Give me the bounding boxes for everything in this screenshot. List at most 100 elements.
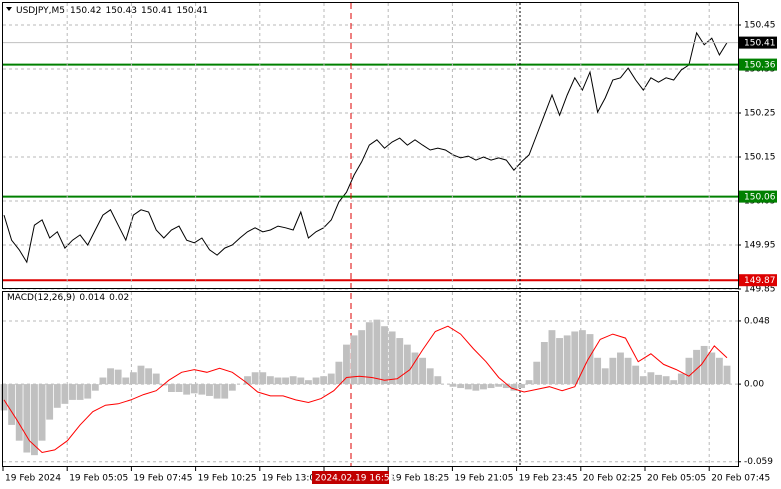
histogram-bar [251,372,259,385]
y-tick-label: 0.00 [744,380,764,390]
histogram-bar [266,376,274,385]
level-box [739,190,777,203]
histogram-bar [107,368,114,385]
histogram-bar [244,376,251,385]
histogram-bar [396,338,404,385]
y-tick-label: 150.45 [744,21,776,31]
histogram-bar [647,372,655,385]
histogram-bar [289,376,297,385]
histogram-bar [670,380,678,385]
histogram-bar [388,331,396,385]
histogram-bar [594,357,602,385]
histogram-bar [548,330,556,385]
histogram-bar [0,384,8,411]
histogram-bar [373,319,381,385]
histogram-bar [183,384,191,395]
histogram-bar [198,384,206,395]
ohlc-close: 150.41 [176,6,208,16]
histogram-bar [61,384,69,404]
y-tick-label: 0.048 [744,316,770,326]
histogram-bar [259,372,267,385]
crosshair-label: 2024.02.19 16:55 [315,474,395,484]
ohlc-low: 150.41 [141,6,173,16]
histogram-bar [426,368,434,385]
signal-last: 0.02 [109,293,129,303]
histogram-bar [495,384,503,387]
histogram-bar [282,377,290,385]
x-tick-label: 19 Feb 05:05 [69,474,128,484]
y-tick-label: 149.85 [744,285,776,295]
histogram-bar [69,384,76,400]
y-tick-label: 149.95 [744,241,776,251]
level-box [739,36,777,49]
crosshair-box [312,471,389,484]
histogram-bar [502,384,510,389]
histogram-bar [358,330,366,385]
histogram-bar [533,361,541,385]
histogram-bar [464,384,472,390]
x-tick-label: 20 Feb 02:25 [583,474,642,484]
x-tick-label: 19 Feb 13:05 [262,474,321,484]
histogram-bar [578,330,586,385]
level-label: 150.06 [744,193,776,203]
histogram-bar [190,384,198,394]
histogram-bar [563,335,571,385]
histogram-bar [53,384,61,408]
macd-title: MACD(12,26,9) [7,293,75,303]
histogram-bar [91,384,99,391]
histogram-bar [304,380,312,385]
histogram-bar [419,357,427,385]
histogram-bar [175,384,183,392]
histogram-bar [335,361,343,385]
histogram-bar [312,377,320,385]
histogram-bar [38,384,46,441]
x-tick-label: 19 Feb 23:45 [519,474,578,484]
histogram-bar [540,342,548,385]
x-tick-label: 20 Feb 05:05 [647,474,706,484]
histogram-bar [99,377,107,385]
x-tick-label: 19 Feb 21:05 [454,474,513,484]
histogram-bar [137,365,145,385]
histogram-bar [228,384,236,391]
histogram-bar [23,384,31,453]
histogram-bar [434,376,442,385]
ohlc-high: 150.43 [105,6,137,16]
x-tick-label: 19 Feb 18:25 [390,474,449,484]
histogram-bar [457,384,465,389]
signal-line [3,325,728,454]
histogram-bar [122,377,130,385]
histogram-bar [708,352,716,385]
histogram-bar [693,349,700,385]
plot-layer: 150.45150.35150.25150.15150.05149.95149.… [0,3,777,484]
histogram-bar [129,372,137,385]
histogram-bar [518,384,525,389]
histogram-bar [586,334,594,385]
level-box [739,274,777,287]
histogram-bar [365,322,373,385]
histogram-bar [15,384,23,441]
histogram-bar [525,380,533,385]
level-label: 149.87 [744,276,776,286]
histogram-bar [480,384,487,390]
histogram-bar [662,376,670,385]
histogram-bar [617,352,624,385]
x-tick-label: 19 Feb 10:25 [198,474,257,484]
histogram-bar [145,368,153,385]
y-tick-label: 150.15 [744,153,776,163]
histogram-bar [297,377,305,385]
histogram-bar [510,384,518,391]
histogram-bar [723,365,731,385]
histogram-bar [274,377,282,385]
histogram-bar [715,357,723,385]
histogram-bar [472,384,480,391]
histogram-bar [609,357,617,385]
histogram-bar [343,344,350,385]
macd-panel-frame [2,291,739,467]
chart-header: USDJPY,M5 150.42 150.43 150.41 150.41 [16,6,208,16]
histogram-bar [449,384,457,387]
price-panel-frame [2,2,739,289]
macd-header: MACD(12,26,9) 0.014 0.02 [7,293,129,303]
histogram-bar [677,373,685,385]
histogram-bar [632,365,640,385]
